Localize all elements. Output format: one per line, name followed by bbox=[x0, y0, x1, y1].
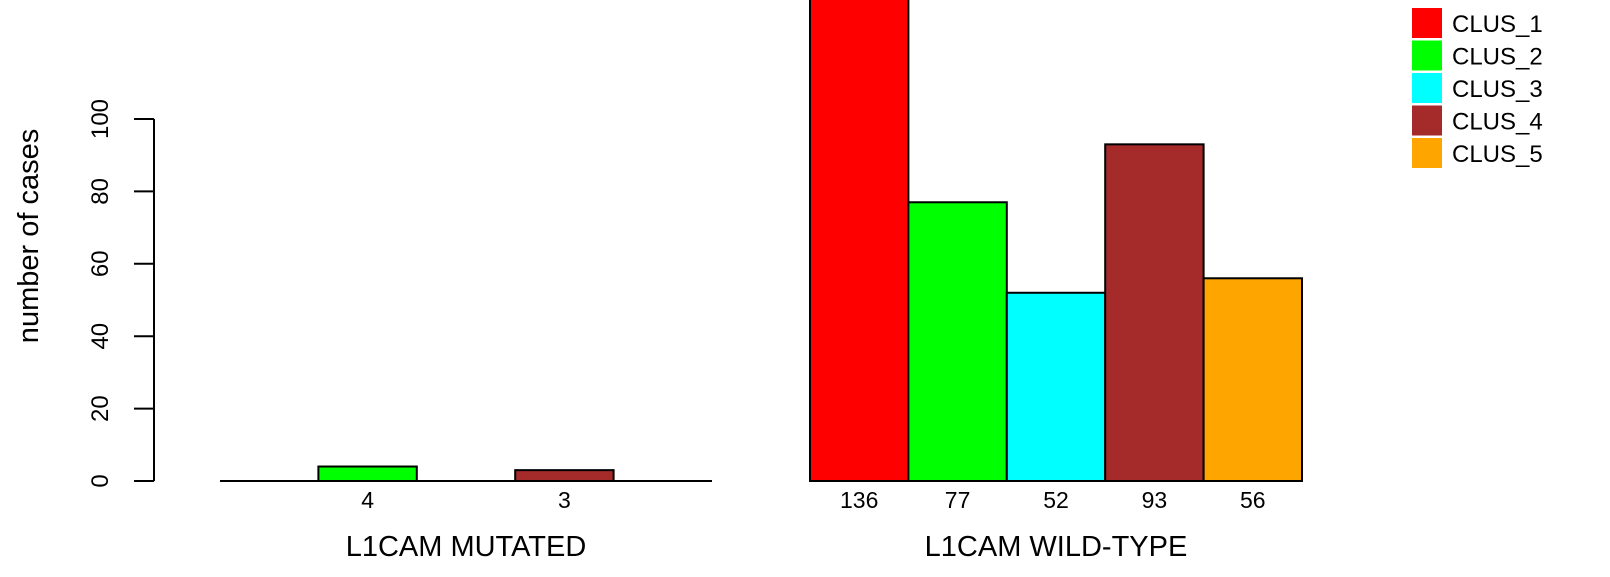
legend-item: CLUS_2 bbox=[1412, 40, 1543, 71]
bar-count-label: 56 bbox=[1240, 487, 1266, 513]
legend-label: CLUS_5 bbox=[1452, 141, 1543, 168]
bar bbox=[1104, 143, 1205, 482]
bar-count-label: 136 bbox=[840, 487, 878, 513]
y-tick-label: 40 bbox=[87, 323, 114, 350]
legend-swatch bbox=[1412, 40, 1442, 71]
legend-swatch bbox=[1412, 73, 1442, 103]
legend-item: CLUS_4 bbox=[1412, 105, 1543, 136]
bar bbox=[1202, 277, 1303, 482]
legend-item: CLUS_1 bbox=[1412, 8, 1543, 38]
legend-label: CLUS_1 bbox=[1452, 11, 1543, 38]
legend: CLUS_1 CLUS_2 CLUS_3 CLUS_4 CLUS_5 bbox=[1412, 8, 1543, 168]
bar bbox=[317, 465, 418, 482]
bar-count-label: 93 bbox=[1142, 487, 1168, 513]
legend-swatch bbox=[1412, 8, 1442, 38]
y-tick-label: 80 bbox=[87, 178, 114, 205]
legend-item: CLUS_5 bbox=[1412, 138, 1543, 168]
bar-group: 4 3 L1CAM MUTATED bbox=[220, 465, 712, 563]
bar bbox=[809, 0, 910, 483]
y-tick-label: 0 bbox=[87, 474, 114, 487]
bar-count-label: 4 bbox=[361, 487, 374, 513]
group-label: L1CAM MUTATED bbox=[346, 531, 587, 563]
bar bbox=[1005, 291, 1107, 483]
bar bbox=[907, 201, 1008, 482]
bar bbox=[514, 469, 615, 483]
bar-count-label: 3 bbox=[558, 487, 571, 513]
legend-label: CLUS_3 bbox=[1452, 76, 1543, 103]
y-axis-title: number of cases bbox=[13, 129, 45, 343]
bar-count-label: 52 bbox=[1043, 487, 1069, 513]
legend-label: CLUS_4 bbox=[1452, 109, 1543, 136]
bar-group: 136 77 52 93 56 L1CAM WILD-TYPE bbox=[809, 0, 1303, 563]
y-tick-label: 20 bbox=[87, 395, 114, 422]
legend-label: CLUS_2 bbox=[1452, 44, 1543, 71]
legend-swatch bbox=[1412, 138, 1442, 168]
legend-item: CLUS_3 bbox=[1412, 73, 1543, 103]
y-tick-label: 60 bbox=[87, 250, 114, 277]
legend-swatch bbox=[1412, 105, 1442, 136]
y-tick-label: 100 bbox=[87, 99, 114, 139]
bar-count-label: 77 bbox=[945, 487, 971, 513]
bar-groups: 4 3 L1CAM MUTATED 136 77 52 93 56 L1CAM WILD-TYP… bbox=[220, 0, 1303, 563]
y-axis: 0 20 40 60 80 100 bbox=[87, 99, 155, 488]
group-label: L1CAM WILD-TYPE bbox=[925, 531, 1188, 563]
